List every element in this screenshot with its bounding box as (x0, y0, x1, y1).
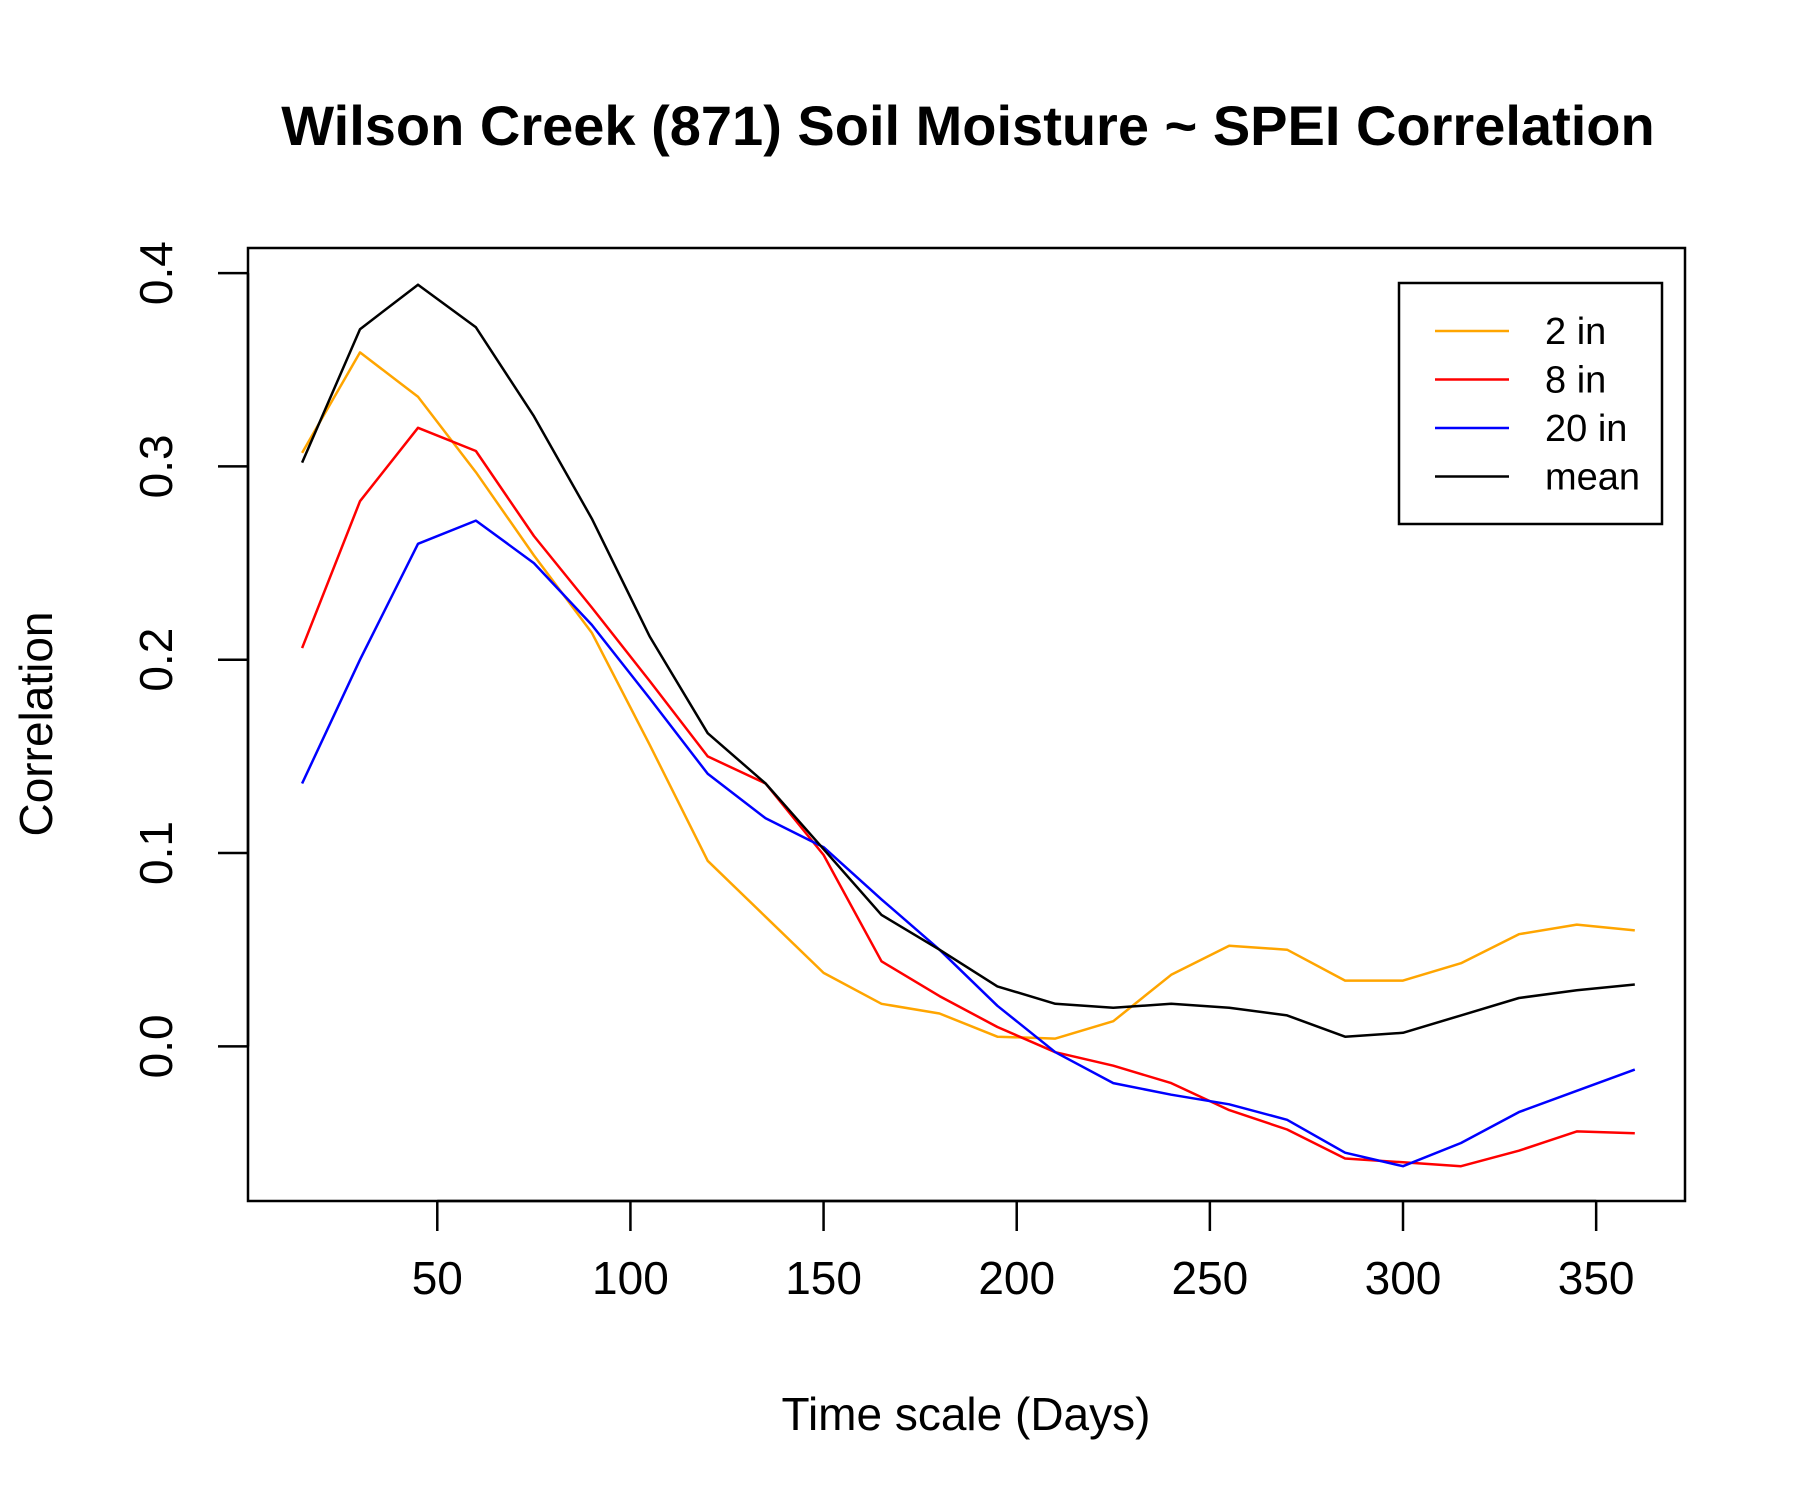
x-tick-label: 200 (978, 1252, 1055, 1304)
x-tick-label: 250 (1171, 1252, 1248, 1304)
legend: 2 in 8 in 20 in mean (1397, 281, 1664, 526)
y-axis: 0.0 0.1 0.2 0.3 0.4 (130, 241, 250, 1078)
series-line-2 (300, 519, 1636, 1168)
y-tick-label: 0.4 (130, 241, 182, 305)
series-line-0 (301, 351, 1635, 1040)
legend-box (1397, 281, 1664, 526)
x-axis-label: Time scale (Days) (782, 1388, 1151, 1440)
series-line-3 (300, 283, 1635, 1038)
chart-title: Wilson Creek (871) Soil Moisture ~ SPEI … (281, 94, 1654, 157)
y-tick-label: 0.0 (130, 1014, 182, 1078)
legend-label: 2 in (1545, 311, 1606, 353)
y-tick-label: 0.2 (130, 628, 182, 692)
y-axis-label: Correlation (10, 612, 62, 837)
x-tick-label: 50 (412, 1252, 463, 1304)
legend-label: mean (1545, 457, 1640, 499)
x-tick-label: 350 (1558, 1252, 1635, 1304)
series-layer (300, 283, 1636, 1168)
x-tick-label: 300 (1365, 1252, 1442, 1304)
x-tick-label: 150 (785, 1252, 862, 1304)
y-tick-label: 0.1 (130, 821, 182, 885)
legend-label: 8 in (1545, 360, 1606, 402)
x-tick-label: 100 (592, 1252, 669, 1304)
legend-label: 20 in (1545, 408, 1627, 450)
y-tick-label: 0.3 (130, 434, 182, 498)
x-axis: 50 100 150 200 250 300 350 (412, 1199, 1635, 1304)
